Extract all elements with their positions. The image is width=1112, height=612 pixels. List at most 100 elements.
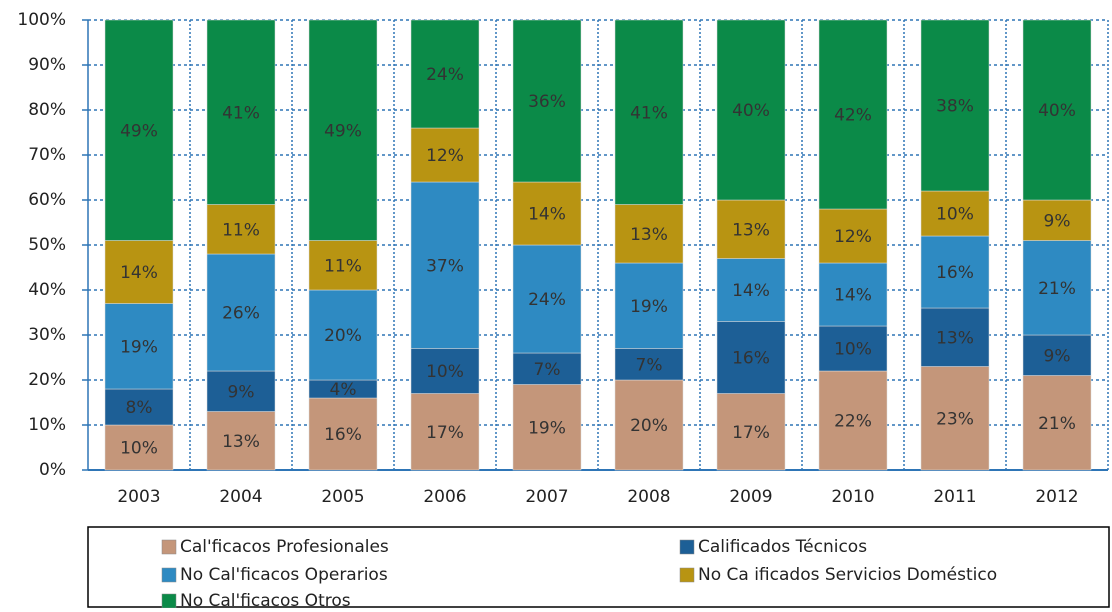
bar-segment [716,19,786,201]
bar-segment [818,208,888,264]
data-label: 14% [834,286,872,306]
legend-swatch [679,539,695,555]
legend-swatch [161,567,177,583]
data-label: 21% [1038,279,1076,299]
bar-segment [512,352,582,385]
x-tick-label: 2009 [729,487,772,507]
bar-segment [1022,375,1092,471]
bar-segment [206,204,276,255]
bar-segment [920,366,990,471]
data-label: 41% [222,103,260,123]
bar-segment [410,19,480,129]
legend-box [87,526,1110,608]
bar-segment [614,262,684,349]
bar-segment [818,262,888,327]
bar-segment [920,190,990,237]
data-label: 23% [936,409,974,429]
y-tick-label: 40% [28,280,66,300]
bar-segment [614,204,684,264]
data-label: 17% [732,423,770,443]
y-tick-label: 80% [28,100,66,120]
bar-segment [512,244,582,354]
bar-segment [818,19,888,210]
data-label: 14% [528,205,566,225]
x-tick-label: 2012 [1035,487,1078,507]
y-tick-label: 50% [28,235,66,255]
bar-segment [614,379,684,471]
bar-segment [1022,19,1092,201]
x-tick-label: 2003 [117,487,160,507]
bar-segment [308,289,378,381]
data-label: 24% [426,65,464,85]
legend-swatch [161,593,177,609]
data-label: 13% [936,328,974,348]
legend-label: No Cal'ficacos Operarios [180,565,388,585]
bar-segment [308,397,378,471]
bar-segment [206,253,276,372]
bar-segment [1022,199,1092,241]
data-label: 8% [126,398,153,418]
x-tick-label: 2004 [219,487,262,507]
legend-label: No Cal'ficacos Otros [180,591,351,608]
data-label: 13% [732,220,770,240]
data-label: 17% [426,423,464,443]
y-tick-label: 100% [17,10,66,30]
bar-segment [308,19,378,241]
data-label: 40% [732,101,770,121]
data-label: 9% [1044,346,1071,366]
bar-segment [920,19,990,192]
legend-swatch [679,567,695,583]
data-label: 41% [630,103,668,123]
bar-segment [1022,240,1092,336]
x-tick-label: 2010 [831,487,874,507]
data-label: 11% [222,220,260,240]
legend-label: No Ca ificados Servicios Doméstico [698,565,997,585]
bar-segment [410,127,480,183]
data-label: 49% [324,121,362,141]
bar-segment [308,240,378,291]
x-tick-label: 2011 [933,487,976,507]
data-label: 7% [534,360,561,380]
x-tick-label: 2008 [627,487,670,507]
data-label: 9% [1044,211,1071,231]
bar-segment [104,388,174,426]
data-label: 19% [528,418,566,438]
bar-segment [104,240,174,304]
bar-segment [206,370,276,412]
data-label: 37% [426,256,464,276]
bar-segment [920,235,990,309]
data-label: 13% [630,225,668,245]
bar-segment [818,370,888,471]
bar-segment [920,307,990,367]
data-label: 20% [630,416,668,436]
legend-swatch [161,539,177,555]
bar-segment [512,181,582,246]
data-label: 24% [528,290,566,310]
data-label: 42% [834,106,872,126]
data-label: 40% [1038,101,1076,121]
y-tick-label: 0% [39,460,66,480]
bar-segment [410,348,480,394]
bar-segment [410,181,480,349]
bar-segment [716,258,786,322]
data-label: 36% [528,92,566,112]
bar-segment [410,393,480,471]
bar-segment [512,384,582,471]
data-label: 12% [426,146,464,166]
data-label: 38% [936,97,974,117]
x-tick-label: 2005 [321,487,364,507]
bar-segment [104,19,174,241]
data-label: 9% [228,382,255,402]
bar-segment [716,321,786,394]
bar-segment [716,199,786,259]
data-label: 4% [330,380,357,400]
data-label: 49% [120,121,158,141]
data-label: 26% [222,304,260,324]
data-label: 14% [120,263,158,283]
bar-segment [614,348,684,381]
y-tick-label: 10% [28,415,66,435]
bar-segment [104,303,174,390]
bar-segment [206,19,276,205]
data-label: 16% [732,349,770,369]
